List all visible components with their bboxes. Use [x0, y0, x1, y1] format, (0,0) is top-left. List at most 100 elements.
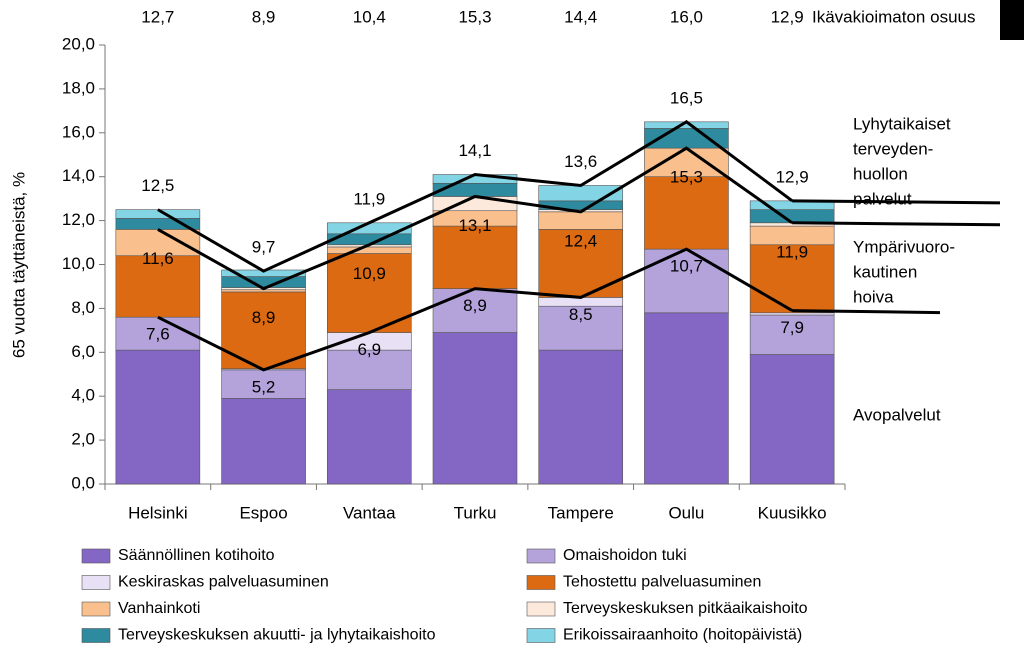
top-row-value: 12,9	[771, 7, 804, 26]
y-tick-label: 18,0	[62, 78, 95, 97]
bar-segment	[221, 398, 306, 485]
line-value-label: 8,5	[569, 305, 593, 324]
x-tick-label: Oulu	[668, 503, 704, 522]
side-label: Lyhytaikaiset	[853, 114, 951, 133]
bar-segment	[538, 349, 624, 485]
side-label: palvelut	[853, 189, 912, 208]
y-tick-label: 8,0	[71, 298, 95, 317]
bar-segment	[644, 147, 729, 177]
line-value-label: 16,5	[670, 88, 703, 107]
line-value-label: 7,9	[780, 318, 804, 337]
legend-swatch	[81, 575, 111, 590]
bar-segment	[749, 312, 835, 316]
bar-segment	[749, 314, 835, 355]
bar-segment	[221, 291, 306, 370]
line-value-label: 9,7	[252, 238, 276, 257]
legend-label: Keskiraskas palveluasuminen	[118, 574, 329, 591]
legend-swatch	[526, 601, 556, 617]
line-value-label: 15,3	[670, 168, 703, 187]
top-row-value: 12,7	[141, 7, 174, 26]
overlay-line	[157, 146, 794, 291]
line-value-label: 12,4	[564, 231, 597, 250]
bar-segment	[432, 332, 518, 485]
bar-segment	[749, 354, 835, 485]
line-value-label: 6,9	[357, 340, 381, 359]
line-value-label: 5,2	[252, 377, 276, 396]
bar-segment	[115, 316, 201, 351]
legend-label: Erikoissairaanhoito (hoitopäivistä)	[563, 627, 802, 644]
top-row-label: Ikävakioimaton osuus	[812, 7, 975, 26]
line-extension	[792, 199, 1001, 205]
y-tick-label: 20,0	[62, 34, 95, 53]
line-value-label: 11,6	[142, 249, 174, 268]
legend-label: Säännöllinen kotihoito	[118, 547, 275, 564]
bar-segment	[538, 211, 624, 230]
bar-segment	[749, 244, 835, 314]
line-value-label: 11,9	[776, 242, 808, 261]
line-value-label: 10,7	[670, 257, 703, 276]
line-value-label: 14,1	[458, 141, 491, 160]
legend-swatch	[526, 548, 556, 564]
y-tick-label: 10,0	[62, 254, 95, 273]
overlay-line	[157, 247, 793, 372]
top-row-value: 16,0	[670, 7, 703, 26]
legend-swatch	[81, 601, 111, 617]
legend-label: Tehostettu palveluasuminen	[563, 574, 761, 591]
bar-segment	[644, 312, 729, 485]
bar-segment	[644, 176, 729, 250]
bar-segment	[221, 369, 306, 399]
x-tick-label: Vantaa	[343, 503, 396, 522]
overlay-line	[157, 120, 794, 273]
side-label: Ympärivuoro-	[853, 237, 955, 256]
bar-segment	[538, 305, 624, 351]
y-tick-label: 2,0	[71, 430, 95, 449]
line-value-label: 12,9	[776, 167, 809, 186]
y-tick-label: 0,0	[71, 473, 95, 492]
bar-segment	[115, 255, 201, 318]
side-label: terveyden-	[853, 139, 933, 158]
side-label: huollon	[853, 164, 908, 183]
bar-segment	[432, 225, 518, 289]
line-value-label: 11,9	[353, 189, 385, 208]
top-row-value: 8,9	[252, 7, 276, 26]
y-tick-label: 6,0	[71, 342, 95, 361]
top-row-value: 14,4	[564, 7, 597, 26]
line-value-label: 13,6	[564, 152, 597, 171]
line-value-label: 8,9	[463, 296, 487, 315]
line-value-label: 12,5	[141, 176, 174, 195]
bar-segment	[432, 288, 518, 333]
legend-label: Terveyskeskuksen akuutti- ja lyhytaikais…	[118, 627, 436, 644]
legend-swatch	[81, 548, 111, 564]
y-axis-title: 65 vuotta täyttäneistä, %	[9, 172, 28, 358]
x-tick-label: Kuusikko	[758, 503, 827, 522]
line-extension	[792, 309, 941, 315]
side-label: kautinen	[853, 262, 917, 281]
x-tick-label: Espoo	[239, 503, 287, 522]
top-row-value: 10,4	[353, 7, 386, 26]
bar-segment	[115, 349, 201, 485]
y-tick-label: 16,0	[62, 122, 95, 141]
side-label: Avopalvelut	[853, 405, 941, 424]
bar-segment	[326, 349, 412, 390]
line-value-label: 8,9	[252, 308, 276, 327]
y-tick-label: 12,0	[62, 210, 95, 229]
x-tick-label: Helsinki	[128, 503, 188, 522]
y-tick-label: 14,0	[62, 166, 95, 185]
line-value-label: 13,1	[458, 216, 491, 235]
line-value-label: 7,6	[146, 325, 170, 344]
bar-segment	[432, 182, 518, 197]
bar-segment	[326, 246, 412, 254]
x-tick-label: Tampere	[548, 503, 614, 522]
legend-swatch	[526, 628, 556, 643]
line-extension	[792, 221, 1001, 227]
y-tick-label: 4,0	[71, 386, 95, 405]
top-row-value: 15,3	[458, 7, 491, 26]
legend-label: Vanhainkoti	[118, 600, 200, 617]
legend-label: Terveyskeskuksen pitkäaikaishoito	[563, 600, 808, 617]
legend-swatch	[81, 628, 111, 643]
bar-segment	[221, 276, 306, 288]
bar-segment	[326, 389, 412, 485]
line-value-label: 10,9	[353, 264, 386, 283]
legend-swatch	[526, 575, 556, 590]
